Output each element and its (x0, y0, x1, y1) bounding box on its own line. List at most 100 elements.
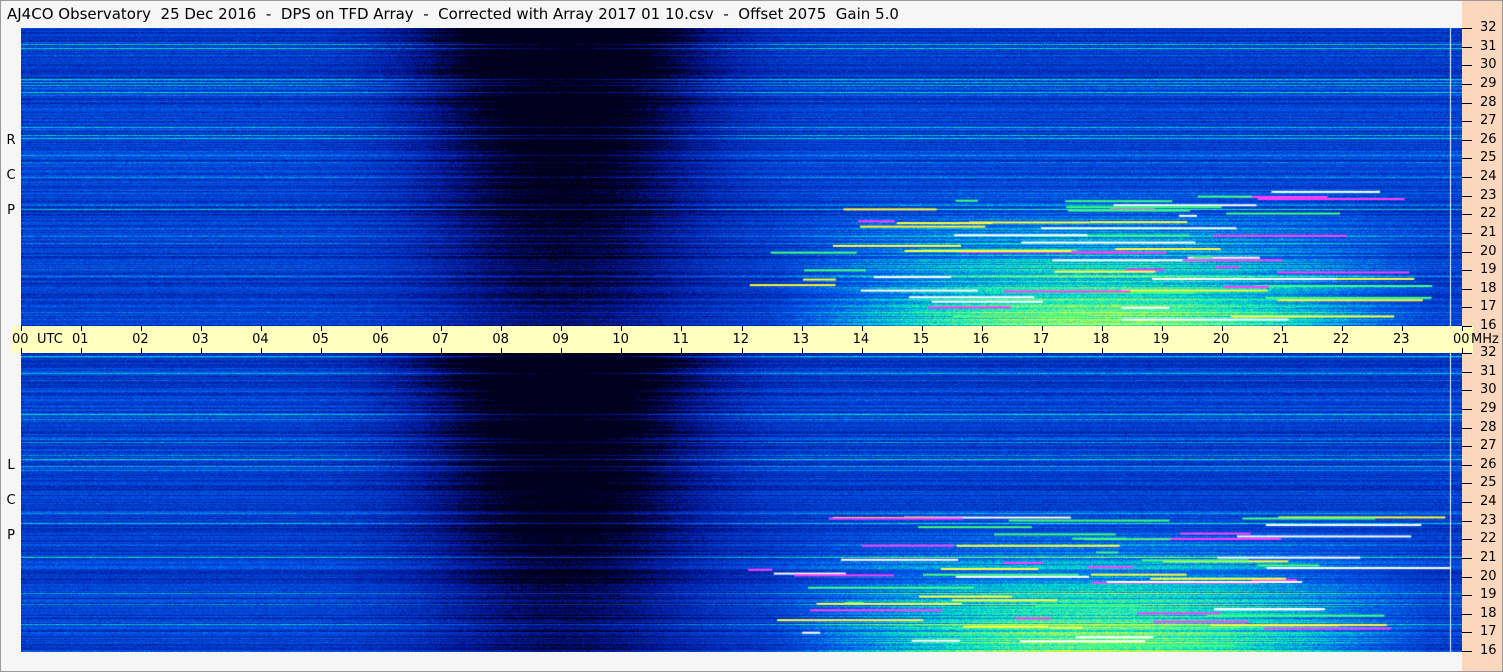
freq-tick-mark (1462, 464, 1472, 466)
freq-tick-label: 23 (1480, 512, 1497, 528)
time-tick-mark (921, 348, 923, 353)
time-tick-mark (141, 348, 143, 353)
freq-tick-label: 20 (1480, 568, 1497, 584)
time-tick-label: 00 (1453, 332, 1470, 347)
time-tick-mark (1161, 348, 1163, 353)
time-tick-mark (501, 326, 503, 331)
time-tick-mark (321, 326, 323, 331)
time-unit-label: UTC (37, 332, 63, 347)
time-tick-mark (741, 326, 743, 331)
time-tick-mark (261, 326, 263, 331)
freq-tick-mark (1462, 632, 1472, 634)
time-tick-mark (1041, 326, 1043, 331)
freq-tick-mark (1462, 288, 1472, 290)
freq-tick-mark (1462, 595, 1472, 597)
freq-tick-mark (1462, 307, 1472, 309)
freq-tick-label: 29 (1480, 400, 1497, 416)
freq-tick-label: 31 (1480, 363, 1497, 379)
time-tick-mark (1281, 348, 1283, 353)
time-tick-mark (81, 326, 83, 331)
freq-tick-label: 24 (1480, 494, 1497, 509)
polarization-label: C (6, 168, 16, 183)
time-tick-mark (81, 348, 83, 353)
time-tick-label: 15 (912, 332, 930, 347)
time-tick-label: 23 (1392, 332, 1410, 347)
time-tick-label: 20 (1212, 332, 1230, 347)
time-tick-mark (561, 348, 563, 353)
time-tick-mark (681, 326, 683, 331)
time-tick-label: 17 (1032, 332, 1050, 347)
time-tick-mark (681, 348, 683, 353)
time-tick-label: 04 (252, 332, 269, 347)
freq-tick-label: 19 (1480, 262, 1497, 278)
freq-tick-mark (1462, 83, 1472, 85)
freq-tick-mark (1462, 102, 1472, 104)
freq-tick-label: 18 (1480, 280, 1497, 296)
freq-tick-mark (1462, 139, 1472, 141)
freq-tick-mark (1462, 326, 1472, 327)
rcp-spectrogram-panel (21, 28, 1462, 326)
chart-title: AJ4CO Observatory 25 Dec 2016 - DPS on T… (7, 5, 899, 23)
time-tick-mark (1101, 326, 1103, 331)
freq-tick-mark (1462, 576, 1472, 578)
time-tick-label: 02 (132, 332, 149, 347)
time-tick-label: 12 (732, 332, 750, 347)
freq-tick-label: 25 (1480, 475, 1497, 491)
freq-tick-label: 32 (1480, 20, 1497, 35)
freq-tick-mark (1462, 232, 1472, 234)
freq-tick-label: 22 (1480, 206, 1497, 222)
time-tick-mark (921, 326, 923, 331)
time-tick-mark (1341, 348, 1343, 353)
freq-tick-label: 21 (1480, 224, 1497, 240)
freq-tick-mark (1462, 557, 1472, 559)
time-tick-mark (381, 348, 383, 353)
time-tick-mark (1281, 326, 1283, 331)
time-tick-mark (21, 326, 22, 331)
time-tick-mark (1041, 348, 1043, 353)
freq-tick-mark (1462, 46, 1472, 48)
polarization-label: L (7, 458, 15, 473)
time-tick-mark (1401, 348, 1403, 353)
freq-tick-mark (1462, 371, 1472, 373)
time-tick-mark (1401, 326, 1403, 331)
time-tick-mark (801, 326, 803, 331)
time-tick-mark (801, 348, 803, 353)
freq-tick-label: 20 (1480, 243, 1497, 259)
freq-tick-label: 26 (1480, 456, 1497, 472)
time-tick-mark (621, 348, 623, 353)
time-tick-label: 08 (492, 332, 509, 347)
freq-tick-label: 30 (1480, 57, 1497, 73)
time-tick-mark (1221, 348, 1223, 353)
freq-tick-label: 17 (1480, 299, 1497, 315)
time-tick-mark (321, 348, 323, 353)
time-tick-mark (621, 326, 623, 331)
time-tick-mark (861, 326, 863, 331)
time-tick-mark (861, 348, 863, 353)
freq-tick-label: 16 (1480, 643, 1497, 658)
time-tick-label: 16 (972, 332, 990, 347)
freq-tick-label: 23 (1480, 187, 1497, 203)
freq-unit-label: MHz (1471, 332, 1499, 347)
freq-tick-label: 30 (1480, 382, 1497, 398)
time-tick-label: 21 (1272, 332, 1290, 347)
time-tick-mark (741, 348, 743, 353)
polarization-label: C (6, 493, 16, 508)
freq-tick-mark (1462, 353, 1472, 354)
time-tick-label: 05 (312, 332, 329, 347)
time-tick-mark (1221, 326, 1223, 331)
freq-tick-mark (1462, 214, 1472, 216)
polarization-label: R (6, 133, 16, 148)
freq-tick-mark (1462, 121, 1472, 123)
time-tick-label: 18 (1092, 332, 1110, 347)
time-tick-mark (1341, 326, 1343, 331)
freq-tick-label: 31 (1480, 38, 1497, 54)
time-tick-mark (1462, 326, 1463, 331)
freq-tick-mark (1462, 158, 1472, 160)
time-tick-mark (981, 348, 983, 353)
time-tick-mark (501, 348, 503, 353)
freq-tick-mark (1462, 520, 1472, 522)
freq-tick-mark (1462, 65, 1472, 67)
time-tick-label: 10 (612, 332, 629, 347)
time-tick-mark (1101, 348, 1103, 353)
